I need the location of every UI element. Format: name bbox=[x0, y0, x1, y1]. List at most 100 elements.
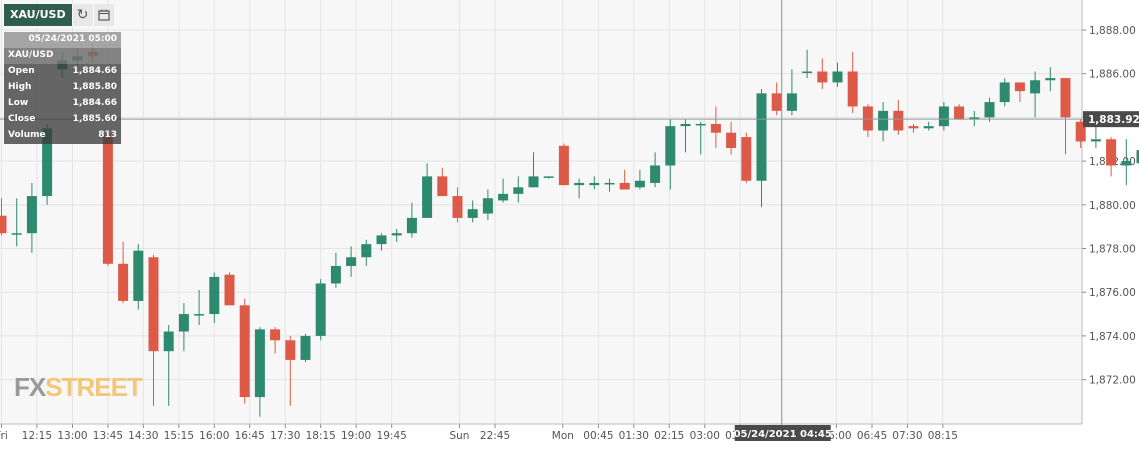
candle-up bbox=[832, 71, 843, 83]
ohlc-info-panel: 05/24/2021 05:00 XAU/USD Open 1,884.66 Hi… bbox=[4, 32, 121, 144]
candle-up bbox=[786, 93, 797, 111]
candle-up bbox=[969, 117, 980, 120]
x-tick-label: 15:15 bbox=[164, 430, 194, 442]
candle-up bbox=[802, 71, 813, 74]
info-value: 1,884.66 bbox=[72, 66, 117, 76]
candle-up bbox=[1030, 80, 1041, 94]
x-tick-label: 16:00 bbox=[199, 430, 229, 442]
candle-down bbox=[817, 71, 828, 83]
x-tick-label: 03:00 bbox=[690, 430, 720, 442]
candle-up bbox=[163, 331, 174, 352]
crosshair-time-label: 05/24/2021 04:45 bbox=[734, 429, 832, 440]
candle-up bbox=[26, 196, 37, 234]
info-row-low: Low 1,884.66 bbox=[4, 96, 121, 112]
info-symbol: XAU/USD bbox=[4, 48, 121, 64]
chart-toolbar: XAU/USD ↻ bbox=[4, 4, 114, 26]
candle-down bbox=[239, 305, 250, 398]
candle-up bbox=[878, 110, 889, 131]
candle-down bbox=[285, 340, 296, 360]
candle-up bbox=[1121, 161, 1132, 166]
candle-up bbox=[695, 123, 706, 126]
calendar-icon[interactable] bbox=[92, 4, 114, 26]
candle-down bbox=[452, 196, 463, 218]
candle-up bbox=[133, 250, 144, 301]
candle-up bbox=[923, 126, 934, 129]
candle-up bbox=[361, 244, 372, 258]
x-tick-label: Fri bbox=[0, 430, 8, 442]
candle-down bbox=[558, 145, 569, 186]
candle-down bbox=[224, 274, 235, 306]
candle-down bbox=[0, 215, 7, 234]
candle-up bbox=[756, 93, 767, 181]
crosshair-price-box bbox=[1083, 111, 1139, 128]
info-value: 1,885.80 bbox=[72, 82, 117, 92]
info-date: 05/24/2021 05:00 bbox=[4, 32, 121, 48]
candle-down bbox=[771, 93, 782, 111]
candle-up bbox=[1136, 150, 1139, 164]
candle-down bbox=[1106, 139, 1117, 166]
candle-up bbox=[528, 176, 539, 188]
candle-up bbox=[574, 182, 585, 186]
candle-down bbox=[1014, 82, 1025, 92]
info-row-high: High 1,885.80 bbox=[4, 80, 121, 96]
candle-up bbox=[498, 193, 509, 201]
symbol-button[interactable]: XAU/USD bbox=[4, 4, 72, 26]
plot-background bbox=[0, 0, 1082, 424]
x-tick-label: 13:45 bbox=[93, 430, 123, 442]
candle-down bbox=[270, 329, 281, 341]
x-tick-label: 06:45 bbox=[857, 430, 887, 442]
candle-up bbox=[194, 314, 205, 316]
candle-up bbox=[589, 182, 600, 186]
candle-up bbox=[680, 123, 691, 127]
candle-up bbox=[315, 283, 326, 336]
candle-up bbox=[42, 128, 53, 197]
candle-up bbox=[634, 180, 645, 188]
x-tick-label: 14:30 bbox=[128, 430, 158, 442]
candle-up bbox=[999, 82, 1010, 103]
x-tick-label: 18:15 bbox=[306, 430, 336, 442]
candle-down bbox=[847, 71, 858, 107]
x-tick-label: Sun bbox=[449, 430, 469, 442]
candle-up bbox=[254, 329, 265, 398]
crosshair-price-label: 1,883.92 bbox=[1088, 114, 1139, 126]
candle-up bbox=[604, 182, 615, 185]
candle-up bbox=[665, 126, 676, 166]
candle-up bbox=[406, 217, 417, 234]
x-tick-label: 12:15 bbox=[22, 430, 52, 442]
info-value: 1,885.60 bbox=[72, 114, 117, 124]
candle-up bbox=[513, 187, 524, 194]
candle-down bbox=[908, 126, 919, 129]
candle-down bbox=[741, 137, 752, 181]
y-tick-label: 1,876.00 bbox=[1089, 287, 1136, 299]
candle-up bbox=[938, 106, 949, 127]
info-value: 813 bbox=[98, 130, 117, 140]
refresh-icon[interactable]: ↻ bbox=[71, 4, 93, 26]
candle-down bbox=[118, 263, 129, 301]
candle-up bbox=[650, 165, 661, 183]
info-label: High bbox=[8, 82, 32, 92]
candle-down bbox=[893, 110, 904, 131]
candle-up bbox=[11, 233, 22, 235]
x-tick-label: Mon bbox=[552, 430, 574, 442]
x-tick-label: 08:15 bbox=[928, 430, 958, 442]
candle-up bbox=[391, 233, 402, 236]
info-value: 1,884.66 bbox=[72, 98, 117, 108]
candle-down bbox=[148, 257, 159, 352]
candle-up bbox=[543, 176, 554, 178]
x-tick-label: 02:15 bbox=[654, 430, 684, 442]
x-tick-label: 17:30 bbox=[270, 430, 300, 442]
x-tick-label: 00:45 bbox=[583, 430, 613, 442]
info-row-open: Open 1,884.66 bbox=[4, 64, 121, 80]
candle-down bbox=[619, 182, 630, 190]
candle-up bbox=[1090, 139, 1101, 142]
y-tick-label: 1,872.00 bbox=[1089, 375, 1136, 387]
candle-up bbox=[482, 198, 493, 214]
x-tick-label: 13:00 bbox=[57, 430, 87, 442]
candle-up bbox=[984, 102, 995, 118]
crosshair-time-box bbox=[734, 425, 831, 441]
y-tick-label: 1,880.00 bbox=[1089, 200, 1136, 212]
candle-up bbox=[300, 335, 311, 360]
candle-up bbox=[376, 235, 387, 245]
